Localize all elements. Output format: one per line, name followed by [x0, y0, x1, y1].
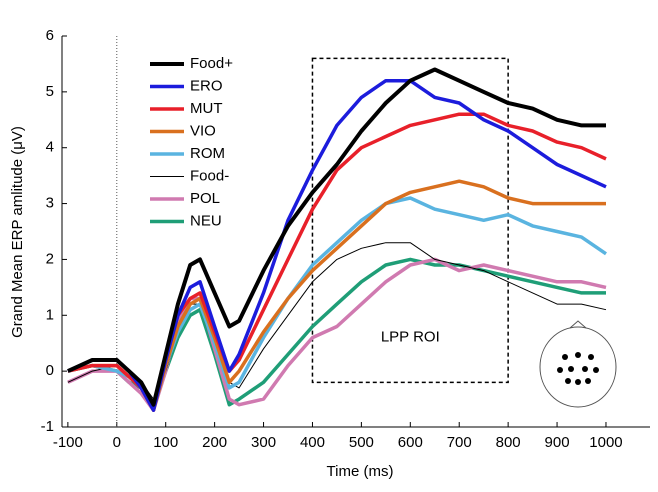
x-tick-label: 800: [496, 434, 521, 451]
roi-label: LPP ROI: [381, 328, 440, 345]
x-tick-label: 300: [251, 434, 276, 451]
x-tick-label: 600: [398, 434, 423, 451]
x-tick-label: 100: [153, 434, 178, 451]
y-tick-label: 2: [46, 250, 54, 267]
y-tick-label: 5: [46, 83, 54, 100]
legend-label: Food-: [190, 167, 229, 184]
roi-box: [311, 57, 509, 384]
x-tick-label: 1000: [589, 434, 622, 451]
series-line: [67, 112, 607, 412]
x-tick-label: 0: [113, 434, 121, 451]
x-tick-label: 700: [447, 434, 472, 451]
x-axis-label: Time (ms): [327, 463, 394, 480]
legend-label: VIO: [190, 122, 216, 139]
y-axis-label: Grand Mean ERP amlitude (μV): [9, 126, 26, 338]
series-line: [67, 78, 607, 412]
y-tick-label: -1: [41, 418, 54, 435]
y-tick-label: 3: [46, 195, 54, 212]
legend-label: NEU: [190, 212, 222, 229]
series-line: [67, 257, 606, 407]
legend-label: ERO: [190, 77, 223, 94]
legend-label: ROM: [190, 145, 225, 162]
legend-label: POL: [190, 190, 220, 207]
series-line: [67, 179, 606, 412]
x-tick-label: 200: [202, 434, 227, 451]
x-tick-label: 500: [349, 434, 374, 451]
head-icon: [539, 320, 617, 408]
y-tick-label: 1: [46, 306, 54, 323]
y-tick-label: 6: [46, 27, 54, 44]
x-tick-label: -100: [53, 434, 83, 451]
series-line: [67, 67, 606, 407]
x-tick-label: 900: [545, 434, 570, 451]
legend-label: Food+: [190, 55, 233, 72]
y-tick-label: 0: [46, 362, 54, 379]
series-line: [67, 257, 607, 412]
x-tick-label: 400: [300, 434, 325, 451]
y-tick-label: 4: [46, 139, 54, 156]
legend-label: MUT: [190, 100, 223, 117]
series-line: [67, 242, 607, 400]
